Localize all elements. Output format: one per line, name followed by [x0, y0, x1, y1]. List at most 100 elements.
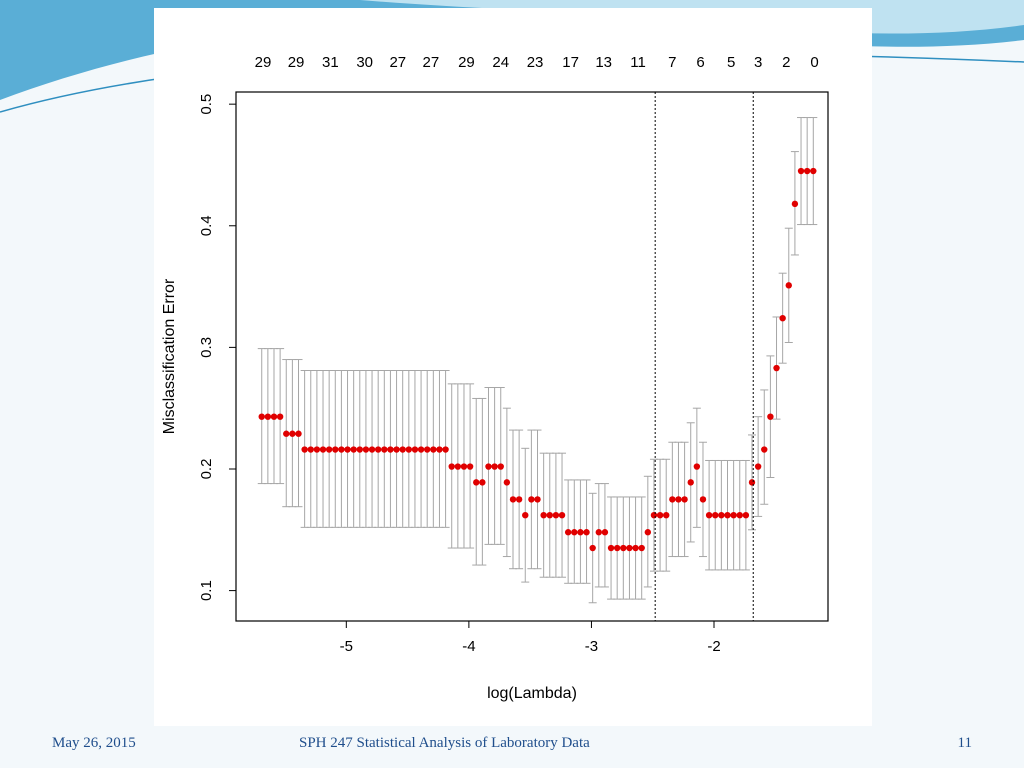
data-point	[626, 544, 633, 552]
data-point	[393, 446, 400, 453]
top-axis-label: 11	[630, 54, 646, 71]
x-tick-label: -3	[585, 638, 598, 655]
data-point	[276, 413, 284, 420]
data-point	[583, 529, 590, 536]
footer-title: SPH 247 Statistical Analysis of Laborato…	[299, 735, 590, 751]
top-axis-label: 27	[423, 54, 440, 71]
data-point	[417, 446, 425, 453]
data-point	[264, 413, 272, 420]
footer-date: May 26, 2015	[52, 735, 136, 751]
top-axis-labels: 29 29 31 30 27 27 29 24 23 17 13 11 7 6 5 3 2 0	[255, 54, 819, 71]
data-point	[387, 446, 394, 453]
data-point	[540, 512, 547, 519]
top-axis-label: 13	[595, 54, 612, 71]
data-point	[650, 512, 658, 519]
data-point	[289, 430, 296, 437]
data-point	[724, 512, 731, 519]
data-point	[693, 463, 701, 470]
top-axis-label: 24	[492, 54, 509, 71]
top-axis-label: 27	[389, 54, 406, 71]
figure-panel: -5 -4 -3 -2 0.1 0.2 0.3 0.4 0.5 29 29 31 30 27 27 29 2…	[154, 8, 872, 726]
data-point	[607, 544, 615, 552]
data-point	[411, 446, 419, 453]
data-point	[675, 496, 682, 503]
data-point	[405, 446, 413, 453]
data-point	[687, 479, 694, 486]
data-point	[601, 529, 609, 536]
data-point	[558, 512, 566, 519]
data-point	[644, 529, 652, 536]
x-tick-label: -2	[707, 638, 720, 655]
top-axis-label: 2	[782, 54, 790, 71]
top-axis-label: 30	[356, 54, 373, 71]
data-point	[344, 446, 351, 453]
x-tick-label: -5	[340, 638, 353, 655]
data-point	[307, 446, 314, 453]
points-group	[258, 167, 817, 552]
reference-lines-group	[654, 92, 754, 621]
data-point	[779, 314, 786, 322]
data-point	[424, 446, 431, 453]
x-tick-label: -4	[462, 638, 475, 655]
data-point	[552, 512, 560, 519]
data-point	[356, 446, 363, 453]
data-point	[283, 430, 290, 437]
data-point	[613, 544, 621, 552]
data-point	[656, 512, 664, 519]
data-point	[325, 446, 333, 453]
data-point	[430, 446, 437, 453]
data-point	[742, 512, 750, 519]
data-point	[295, 430, 302, 437]
data-point	[564, 529, 572, 536]
data-point	[436, 446, 443, 453]
data-point	[485, 463, 492, 470]
data-point	[577, 529, 584, 536]
y-tick-label: 0.4	[198, 215, 215, 236]
top-axis-label: 17	[562, 54, 579, 71]
data-point	[589, 544, 596, 552]
data-point	[761, 446, 768, 453]
top-axis-label: 5	[727, 54, 735, 71]
data-point	[810, 167, 817, 175]
y-tick-label: 0.5	[198, 94, 215, 115]
top-axis-label: 23	[527, 54, 544, 71]
data-point	[497, 463, 504, 470]
y-axis-ticks: 0.1 0.2 0.3 0.4 0.5	[198, 94, 236, 601]
data-point	[491, 463, 498, 470]
y-tick-label: 0.3	[198, 337, 215, 358]
data-point	[712, 512, 719, 519]
data-point	[338, 446, 345, 453]
top-axis-label: 3	[754, 54, 762, 71]
error-bars-group	[257, 117, 818, 604]
data-point	[620, 544, 627, 552]
top-axis-label: 29	[255, 54, 272, 71]
data-point	[736, 512, 743, 519]
data-point	[754, 463, 762, 470]
data-point	[368, 446, 376, 453]
data-point	[515, 496, 523, 503]
data-point	[638, 544, 645, 552]
top-axis-label: 7	[668, 54, 676, 71]
data-point	[301, 446, 308, 453]
cv-error-chart: -5 -4 -3 -2 0.10.20.30.40.5 29 29 31 30 27 27 29 2…	[161, 54, 829, 702]
data-point	[546, 512, 553, 519]
y-tick-label: 0.2	[198, 459, 215, 480]
data-point	[522, 512, 529, 519]
data-point	[699, 496, 707, 503]
data-point	[571, 529, 578, 536]
y-tick-label: 0.1	[198, 580, 215, 601]
data-point	[319, 446, 327, 453]
data-point	[374, 446, 382, 453]
top-axis-label: 31	[322, 54, 339, 71]
slide-number: 11	[957, 735, 972, 751]
data-point	[381, 446, 388, 453]
data-point	[270, 413, 278, 420]
data-point	[767, 413, 774, 420]
data-point	[258, 413, 265, 420]
data-point	[460, 463, 468, 470]
data-point	[503, 479, 511, 486]
top-axis-label: 29	[458, 54, 475, 71]
data-point	[730, 512, 737, 519]
data-point	[791, 200, 799, 208]
data-point	[399, 446, 406, 453]
